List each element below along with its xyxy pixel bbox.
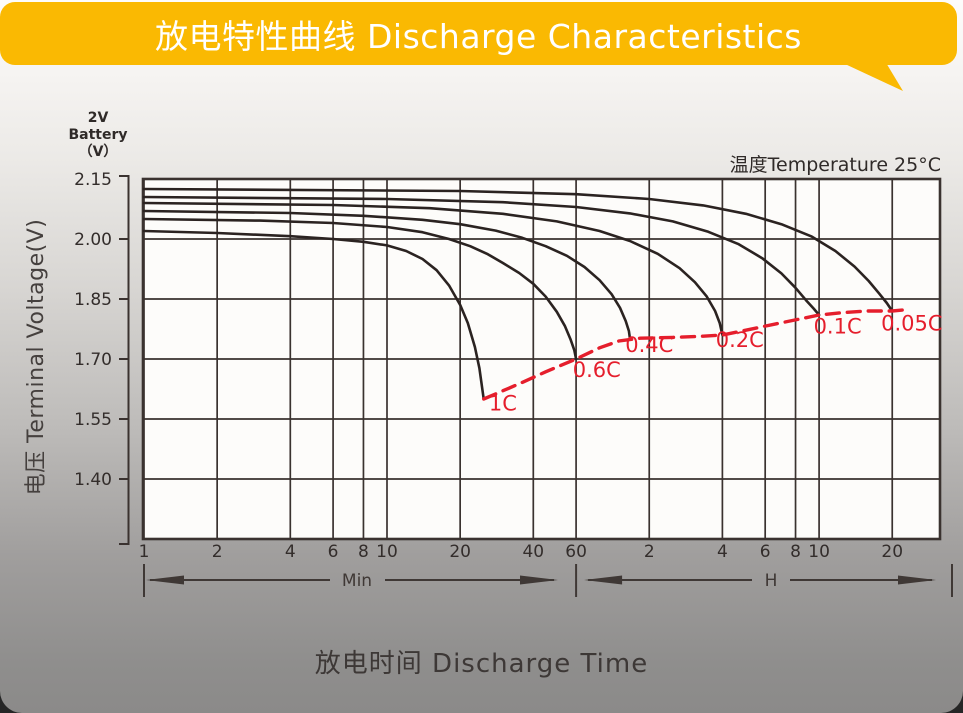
y-tick-labels: 2.15 2.00 1.85 1.70 1.55 1.40 xyxy=(74,170,112,490)
svg-text:6: 6 xyxy=(760,542,771,562)
rate-labels: 1C 0.6C0.4C 0.2C 0.1C 0.05C xyxy=(489,312,943,416)
svg-text:1.85: 1.85 xyxy=(74,290,112,310)
svg-text:6: 6 xyxy=(328,542,339,562)
time-unit-arrows: Min H xyxy=(143,564,953,597)
discharge-cutoff-line xyxy=(482,307,911,401)
x-tick-labels: 1 2 4 6 8 10 20 40 60 2 4 6 8 10 20 xyxy=(139,542,903,562)
svg-text:8: 8 xyxy=(790,542,801,562)
rate-label-0.4C: 0.4C xyxy=(625,333,673,357)
curve-0.1C xyxy=(142,195,821,317)
svg-text:1.40: 1.40 xyxy=(74,470,112,490)
rate-label-0.1C: 0.1C xyxy=(814,314,862,338)
rate-label-0.05C: 0.05C xyxy=(881,312,942,336)
unit-label-Min: Min xyxy=(342,571,372,591)
discharge-curves xyxy=(142,187,894,401)
svg-text:2: 2 xyxy=(644,542,655,562)
svg-text:2.15: 2.15 xyxy=(74,170,112,190)
temperature-note: 温度Temperature 25°C xyxy=(729,154,941,176)
plot-border xyxy=(141,177,942,541)
y-axis-bracket xyxy=(119,175,130,545)
svg-text:1: 1 xyxy=(139,542,150,562)
svg-text:20: 20 xyxy=(449,542,471,562)
svg-text:4: 4 xyxy=(717,542,728,562)
x-axis-title: 放电时间 Discharge Time xyxy=(314,649,649,679)
svg-text:4: 4 xyxy=(285,542,296,562)
svg-text:10: 10 xyxy=(376,542,398,562)
unit-label-H: H xyxy=(765,571,778,591)
title-banner: 放电特性曲线 Discharge Characteristics xyxy=(0,2,957,65)
svg-text:8: 8 xyxy=(358,542,369,562)
svg-text:40: 40 xyxy=(522,542,544,562)
svg-text:2: 2 xyxy=(212,542,223,562)
curve-1C xyxy=(142,229,485,401)
svg-text:1.70: 1.70 xyxy=(74,350,112,370)
rate-label-0.6C: 0.6C xyxy=(573,358,621,382)
svg-text:10: 10 xyxy=(808,542,830,562)
banner-title: 放电特性曲线 Discharge Characteristics xyxy=(155,16,802,56)
curve-0.2C xyxy=(142,201,724,337)
battery-note-line-2: Battery xyxy=(68,127,128,144)
svg-text:20: 20 xyxy=(881,542,903,562)
curve-0.4C xyxy=(142,209,632,341)
svg-text:60: 60 xyxy=(565,542,587,562)
svg-text:2.00: 2.00 xyxy=(74,230,112,250)
rate-label-0.2C: 0.2C xyxy=(716,328,764,352)
svg-text:1.55: 1.55 xyxy=(74,410,112,430)
battery-note-line-3: （V） xyxy=(78,144,118,161)
battery-type-note: 2V Battery （V） xyxy=(58,110,138,161)
curve-0.05C xyxy=(142,187,894,313)
battery-note-line-1: 2V xyxy=(87,110,109,126)
curve-0.6C xyxy=(142,217,578,361)
rate-label-1C: 1C xyxy=(489,392,517,416)
